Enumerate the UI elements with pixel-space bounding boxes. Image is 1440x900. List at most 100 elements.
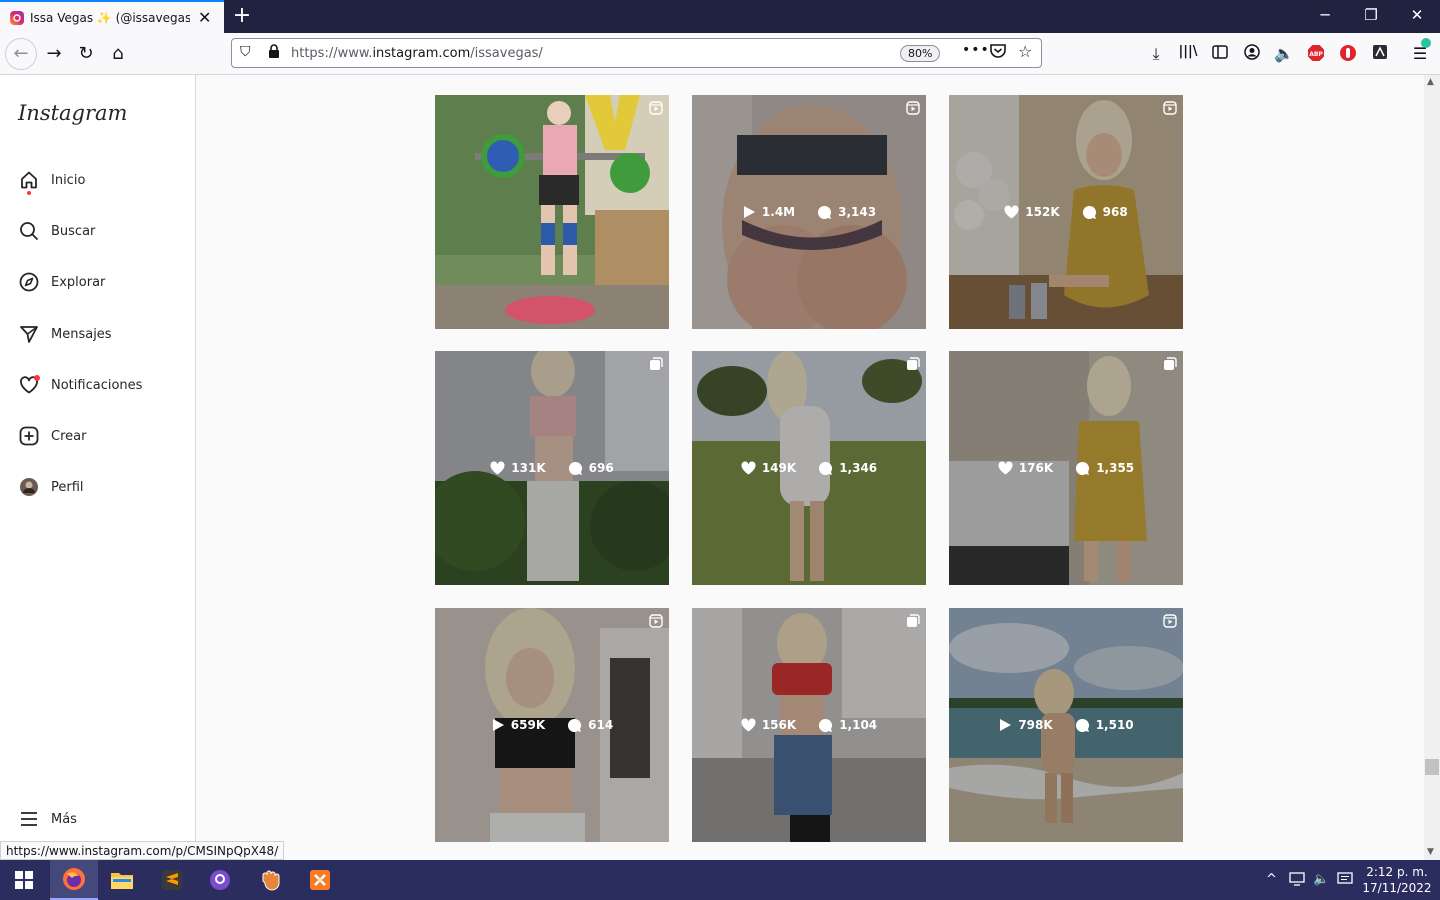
taskbar-sublime-text[interactable] bbox=[148, 860, 196, 900]
nav-item-crear[interactable]: Crear bbox=[0, 416, 196, 456]
search-icon bbox=[18, 220, 40, 242]
play-count-value: 798K bbox=[1018, 718, 1053, 732]
library-icon[interactable]: |||\ bbox=[1178, 44, 1198, 59]
taskbar-xampp[interactable] bbox=[296, 860, 344, 900]
extension-shield-icon[interactable] bbox=[1338, 44, 1358, 66]
extension-dark-icon[interactable] bbox=[1370, 44, 1390, 64]
reel-icon bbox=[1163, 614, 1177, 628]
reel-icon bbox=[1163, 101, 1177, 115]
nav-item-buscar[interactable]: Buscar bbox=[0, 211, 196, 251]
folder-icon bbox=[111, 873, 133, 889]
taskbar-app-glove[interactable] bbox=[246, 860, 294, 900]
menu-icon bbox=[18, 808, 40, 830]
nav-item-mensajes[interactable]: Mensajes bbox=[0, 314, 196, 354]
heart-icon bbox=[18, 374, 40, 396]
downloads-icon[interactable]: ⤓ bbox=[1152, 44, 1160, 63]
nav-item-explorar[interactable]: Explorar bbox=[0, 262, 196, 302]
post-tile[interactable]: 152K 968 bbox=[949, 95, 1183, 329]
post-tile[interactable]: 131K 696 bbox=[435, 351, 669, 585]
taskbar-github-desktop[interactable] bbox=[196, 860, 244, 900]
browser-toolbar: ← → ↻ ⌂ ⛉ https://www.instagram.com/issa… bbox=[0, 33, 1440, 75]
browser-tab-active[interactable]: Issa Vegas ✨ (@issavegas) • Fotos ✕ bbox=[0, 0, 224, 33]
post-tile[interactable]: 1.4M 3,143 bbox=[692, 95, 926, 329]
reload-icon[interactable]: ↻ bbox=[78, 43, 94, 64]
nav-item-notificaciones[interactable]: Notificaciones bbox=[0, 365, 196, 405]
post-tile[interactable]: 176K 1,355 bbox=[949, 351, 1183, 585]
like-count: 149K bbox=[741, 461, 796, 475]
post-tile[interactable] bbox=[435, 95, 669, 329]
new-tab-icon[interactable]: + bbox=[232, 3, 252, 28]
taskbar-file-explorer[interactable] bbox=[98, 860, 146, 900]
like-count-value: 131K bbox=[511, 461, 546, 475]
zoom-badge[interactable]: 80% bbox=[900, 45, 941, 62]
minimize-icon[interactable]: ─ bbox=[1320, 6, 1330, 24]
taskbar-clock[interactable]: 2:12 p. m. 17/11/2022 bbox=[1362, 864, 1432, 896]
start-button[interactable] bbox=[0, 860, 48, 900]
instagram-logo[interactable]: Instagram bbox=[18, 101, 128, 125]
network-icon[interactable] bbox=[1289, 872, 1305, 890]
post-stats-overlay: 156K 1,104 bbox=[692, 608, 926, 842]
tab-title: Issa Vegas ✨ (@issavegas) • Fotos bbox=[30, 10, 190, 25]
volume-icon[interactable]: 🔈 bbox=[1313, 872, 1330, 887]
account-icon[interactable] bbox=[1242, 44, 1262, 64]
forward-icon[interactable]: → bbox=[46, 43, 62, 64]
tray-chevron-up-icon[interactable]: ^ bbox=[1266, 872, 1277, 887]
bookmark-star-icon[interactable]: ☆ bbox=[1018, 42, 1033, 61]
comment-icon bbox=[568, 461, 582, 475]
speaker-icon[interactable]: 🔈 bbox=[1274, 44, 1294, 63]
url-bar[interactable]: ⛉ https://www.instagram.com/issavegas/ 8… bbox=[231, 38, 1042, 68]
post-tile[interactable]: 156K 1,104 bbox=[692, 608, 926, 842]
like-count: 176K bbox=[998, 461, 1053, 475]
adblock-icon[interactable]: ABP bbox=[1306, 44, 1326, 66]
scroll-up-icon[interactable]: ▲ bbox=[1427, 77, 1434, 87]
nav-label: Mensajes bbox=[51, 326, 112, 342]
menu-hamburger-icon[interactable]: ☰ bbox=[1412, 44, 1428, 63]
home-button-icon[interactable]: ⌂ bbox=[112, 43, 124, 64]
page-scrollbar[interactable]: ▲ ▼ bbox=[1424, 75, 1440, 860]
comment-icon bbox=[1082, 205, 1096, 219]
like-count: 156K bbox=[741, 718, 796, 732]
like-heart-icon bbox=[1004, 205, 1019, 219]
comment-icon bbox=[1076, 461, 1090, 475]
post-image bbox=[949, 95, 1183, 329]
notification-badge bbox=[34, 375, 40, 381]
scrollbar-thumb[interactable] bbox=[1425, 759, 1439, 775]
post-image bbox=[435, 608, 669, 842]
nav-item-mas[interactable]: Más bbox=[0, 799, 196, 839]
glove-icon bbox=[262, 870, 280, 891]
comment-count-value: 1,510 bbox=[1095, 718, 1134, 732]
play-count: 798K bbox=[998, 718, 1053, 732]
clock-date: 17/11/2022 bbox=[1362, 881, 1432, 895]
post-image bbox=[692, 608, 926, 842]
post-stats-overlay: 659K 614 bbox=[435, 608, 669, 842]
page-actions-icon[interactable]: ••• bbox=[962, 42, 990, 58]
carousel-icon bbox=[1164, 357, 1177, 370]
post-image bbox=[692, 95, 926, 329]
window-close-icon[interactable]: ✕ bbox=[1410, 6, 1424, 24]
post-tile[interactable]: 659K 614 bbox=[435, 608, 669, 842]
post-tile[interactable]: 798K 1,510 bbox=[949, 608, 1183, 842]
sidebar-toggle-icon[interactable] bbox=[1210, 44, 1230, 63]
lock-icon[interactable] bbox=[268, 44, 280, 62]
comment-count: 1,355 bbox=[1075, 461, 1134, 476]
back-icon[interactable]: ← bbox=[5, 38, 37, 70]
restore-icon[interactable]: ❐ bbox=[1364, 6, 1378, 24]
taskbar-firefox[interactable] bbox=[50, 860, 98, 900]
nav-item-perfil[interactable]: Perfil bbox=[0, 467, 196, 507]
nav-item-inicio[interactable]: Inicio bbox=[0, 160, 196, 200]
compass-icon bbox=[18, 271, 40, 293]
windows-taskbar: ^ 🔈 2:12 p. m. 17/11/2022 bbox=[0, 860, 1440, 900]
notifications-center-icon[interactable] bbox=[1337, 872, 1353, 890]
comment-count: 968 bbox=[1082, 205, 1128, 220]
scroll-down-icon[interactable]: ▼ bbox=[1427, 847, 1434, 857]
comment-count-value: 696 bbox=[588, 461, 614, 475]
shield-icon[interactable]: ⛉ bbox=[240, 44, 251, 60]
tab-close-icon[interactable]: ✕ bbox=[198, 8, 212, 27]
pocket-icon[interactable] bbox=[990, 44, 1006, 62]
play-icon bbox=[743, 206, 755, 218]
clock-time: 2:12 p. m. bbox=[1366, 865, 1428, 879]
post-tile[interactable]: 149K 1,346 bbox=[692, 351, 926, 585]
post-image bbox=[692, 351, 926, 585]
post-stats-overlay: 798K 1,510 bbox=[949, 608, 1183, 842]
plus-square-icon bbox=[18, 425, 40, 447]
